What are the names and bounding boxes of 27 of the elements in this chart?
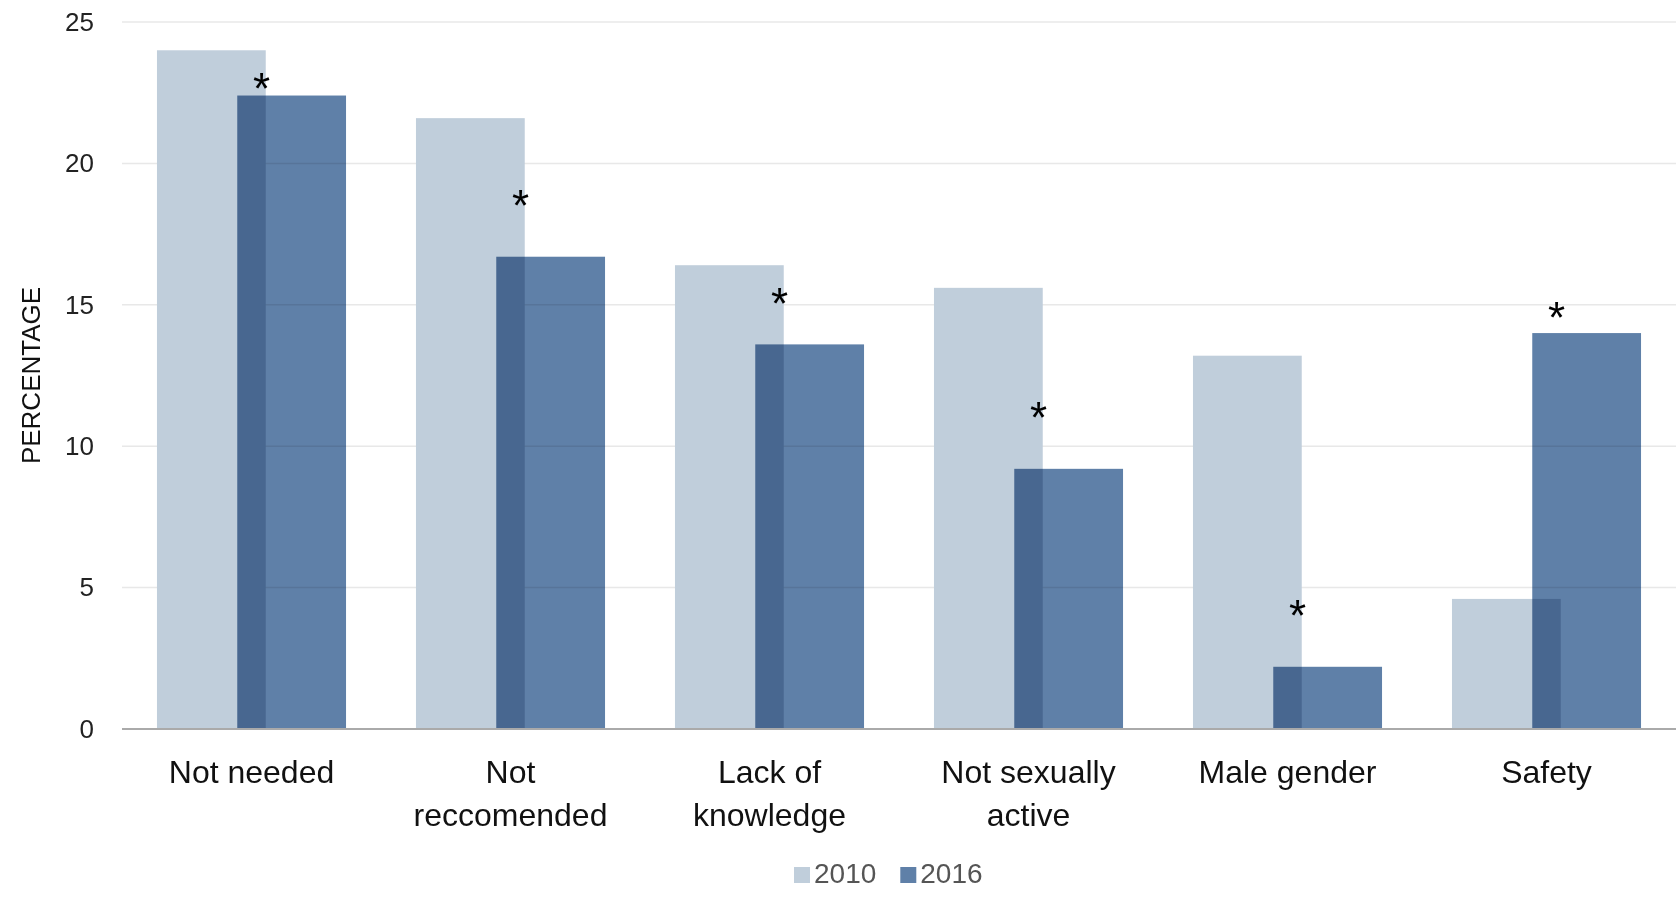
annotation: * — [770, 279, 789, 329]
annotation: * — [511, 180, 530, 230]
annotation: * — [1029, 392, 1048, 442]
bar — [496, 256, 606, 729]
y-tick-label: 20 — [65, 148, 94, 179]
y-tick-label: 15 — [65, 289, 94, 320]
y-tick-label: 5 — [79, 572, 94, 603]
x-tick-label: Lack of knowledge — [693, 754, 846, 833]
y-tick-label: 0 — [79, 713, 94, 744]
annotation: * — [252, 64, 271, 114]
annotation: * — [1288, 590, 1307, 640]
x-tick-label: Not sexually active — [941, 754, 1116, 833]
y-tick-label: 10 — [65, 431, 94, 462]
x-tick-label: Not needed — [168, 754, 335, 790]
bar — [755, 344, 865, 729]
x-tick-label: Safety — [1501, 754, 1592, 790]
x-tick-label: Not reccomended — [413, 754, 608, 833]
bar — [237, 95, 347, 729]
x-tick-label: Male gender — [1198, 754, 1377, 790]
y-axis-title: PERCENTAGE — [16, 286, 46, 465]
bar — [1532, 333, 1642, 729]
bar — [1014, 468, 1124, 729]
y-tick-label: 25 — [65, 6, 94, 37]
legend-label: 2010 — [814, 858, 877, 889]
annotation: * — [1547, 293, 1566, 343]
bar — [1273, 666, 1383, 729]
legend-label: 2016 — [920, 858, 983, 889]
